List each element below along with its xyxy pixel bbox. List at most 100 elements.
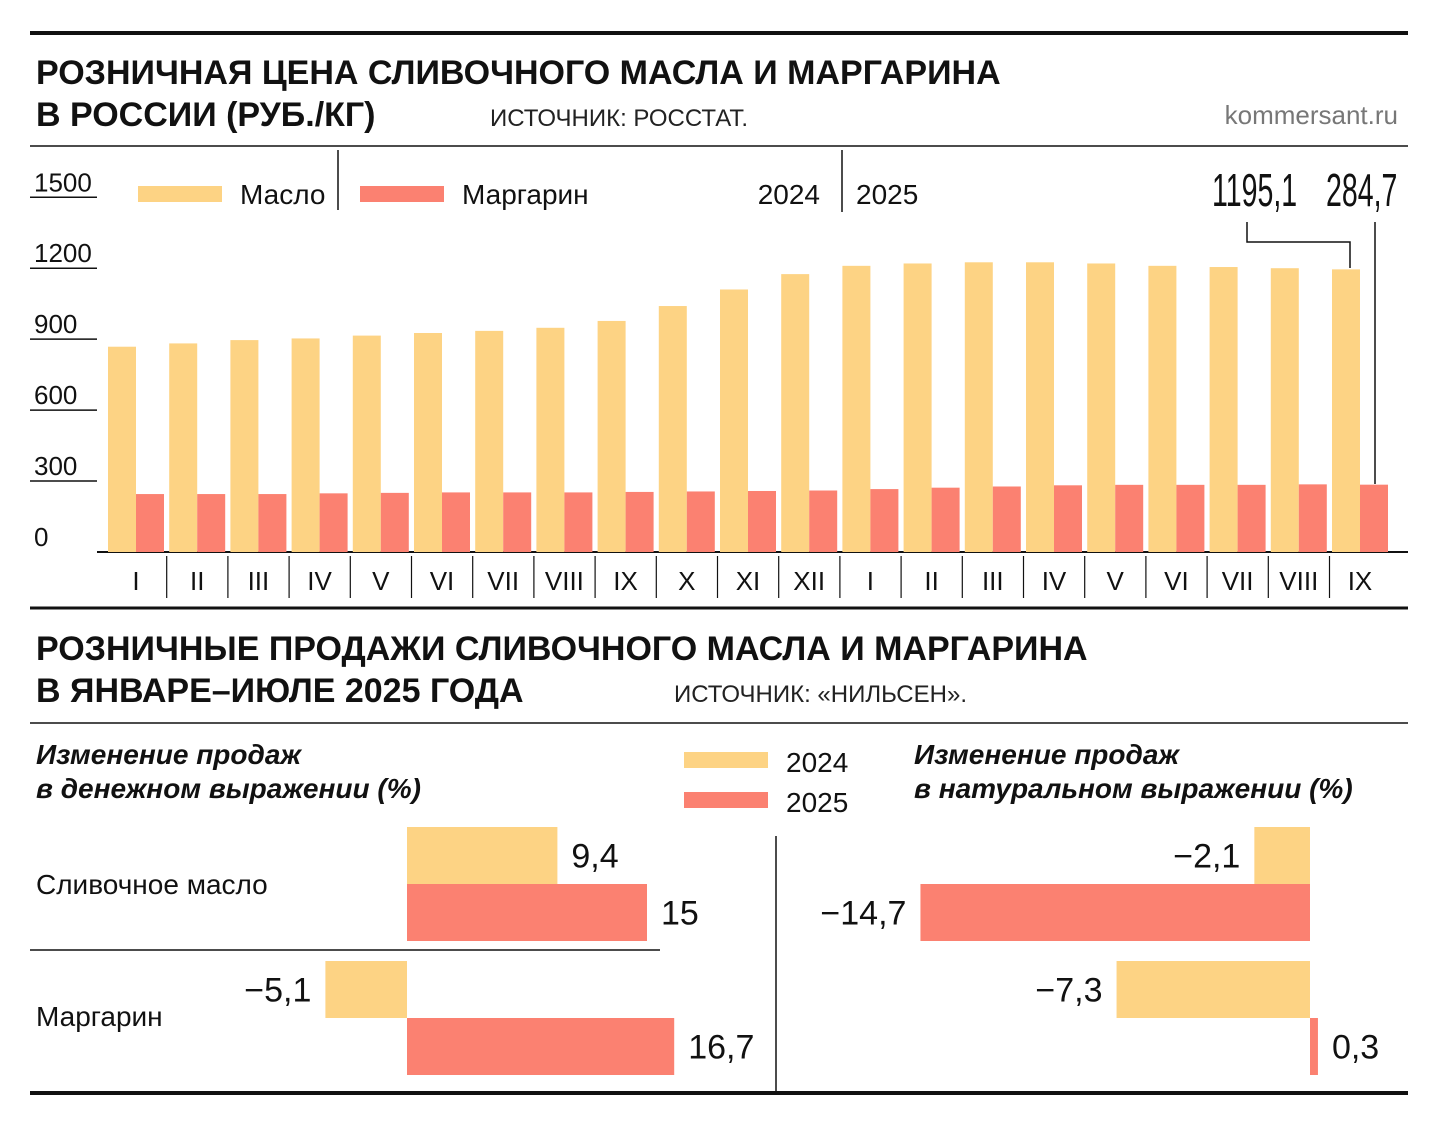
bar-butter [842,265,871,552]
bar-butter [291,338,320,552]
bar-margarine [442,492,470,552]
y-tick-label: 0 [34,522,48,552]
bar-butter [658,306,687,552]
sales-bar-2025 [920,884,1310,941]
x-tick-label: II [924,566,938,596]
bar-margarine [992,486,1021,552]
sales-source: ИСТОЧНИК: «НИЛЬСЕН». [674,681,967,708]
bar-butter [964,262,993,552]
bar-butter [1148,265,1177,552]
bar-butter [352,335,381,552]
bar-margarine [564,492,593,552]
bar-margarine [136,494,164,552]
sales-value-label: −7,3 [1035,972,1102,1010]
bar-butter [781,274,810,552]
year-label-2025: 2025 [856,179,918,210]
sales-value-label: −5,1 [244,972,311,1010]
bar-margarine [686,491,715,552]
brand-label: kommersant.ru [1225,100,1398,130]
x-tick-label: VIII [545,566,584,596]
money-sales-chart: 9,4 −5,1 15 16,7 [244,827,754,1075]
x-tick-label: XII [793,566,825,596]
sales-value-label: 16,7 [688,1029,754,1067]
row-label-butter: Сливочное масло [36,869,268,900]
x-tick-label: II [190,566,204,596]
y-tick-label: 300 [34,451,77,481]
volume-heading-line2: в натуральном выражении (%) [914,773,1353,804]
sales-title-line1: РОЗНИЧНЫЕ ПРОДАЖИ СЛИВОЧНОГО МАСЛА И МАР… [36,630,1088,668]
money-heading-line1: Изменение продаж [36,739,302,770]
callout-leader-butter [1246,222,1351,268]
x-tick-label: III [248,566,270,596]
bar-butter [1087,263,1116,552]
bar-margarine [931,487,960,552]
bar-butter [230,340,259,552]
money-heading-line2: в денежном выражении (%) [36,773,421,804]
sales-value-label: −14,7 [820,895,906,933]
legend-swatch-butter [138,186,222,202]
x-tick-label: VII [487,566,519,596]
x-tick-label: I [132,566,139,596]
sales-value-label: 0,3 [1332,1029,1379,1067]
bar-butter [536,327,565,552]
bar-margarine [870,489,899,552]
y-tick-label: 1200 [34,238,92,268]
sales-legend-swatch-2025 [684,792,768,808]
bar-margarine [625,491,654,552]
bar-butter [1209,267,1238,552]
price-title-line2: В РОССИИ (РУБ./КГ) [36,96,376,134]
bar-butter [475,330,504,552]
sales-bar-2025 [1310,1018,1318,1075]
x-tick-label: VIII [1279,566,1318,596]
sales-legend-swatch-2024 [684,752,768,768]
callout-butter: 1195,1 [1212,165,1297,217]
x-tick-label: IV [1042,566,1067,596]
x-tick-label: IV [307,566,332,596]
bar-butter [720,289,748,552]
bar-margarine [1237,484,1266,552]
y-tick-label: 600 [34,380,77,410]
x-tick-label: VI [430,566,455,596]
x-tick-label: IX [613,566,638,596]
y-tick-label: 900 [34,309,77,339]
x-tick-label: VII [1222,566,1254,596]
bar-margarine [503,492,532,552]
legend-label-margarine: Маргарин [462,179,589,210]
year-label-2024: 2024 [758,179,820,210]
bar-margarine [197,494,226,552]
sales-bar-2025 [407,884,647,941]
bar-butter [169,343,198,552]
bar-margarine [319,493,348,552]
x-tick-label: III [982,566,1004,596]
bar-margarine [1360,484,1388,552]
bar-butter [108,346,136,552]
legend-swatch-margarine [360,186,444,202]
price-source: ИСТОЧНИК: РОССТАТ. [490,105,748,132]
bar-butter [1270,268,1299,552]
volume-sales-chart: −2,1 −7,3 −14,7 0,3 [820,827,1379,1075]
sales-bar-2024 [325,961,407,1018]
x-tick-label: XI [736,566,761,596]
y-tick-label: 1500 [34,167,92,197]
sales-value-label: 9,4 [571,838,618,876]
bar-butter [414,333,442,552]
bar-butter [1332,269,1360,552]
x-tick-label: V [372,566,390,596]
sales-legend-label-2025: 2025 [786,787,848,818]
bar-butter [903,263,932,552]
bar-margarine [809,490,838,552]
sales-bar-2024 [1116,961,1310,1018]
row-label-margarine: Маргарин [36,1001,163,1032]
sales-bar-2024 [407,827,558,884]
sales-title-line2: В ЯНВАРЕ–ИЮЛЕ 2025 ГОДА [36,672,524,710]
x-tick-label: X [678,566,695,596]
x-tick-label: I [867,566,874,596]
sales-value-label: 15 [661,895,699,933]
bar-butter [597,320,626,552]
bar-margarine [380,492,409,552]
x-tick-label: VI [1164,566,1189,596]
sales-bar-2025 [407,1018,675,1075]
sales-value-label: −2,1 [1173,838,1240,876]
